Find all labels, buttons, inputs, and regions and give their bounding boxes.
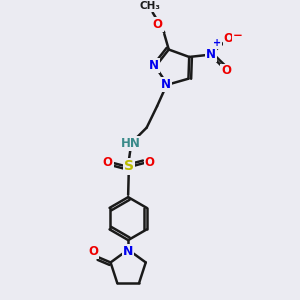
Text: O: O: [88, 245, 98, 259]
Text: S: S: [124, 159, 134, 173]
Text: O: O: [153, 18, 163, 31]
Text: O: O: [224, 32, 234, 45]
Text: N: N: [161, 78, 171, 91]
Text: N: N: [149, 59, 159, 72]
Text: O: O: [145, 156, 154, 169]
Text: −: −: [233, 29, 243, 42]
Text: N: N: [123, 245, 133, 258]
Text: CH₃: CH₃: [139, 1, 160, 11]
Text: O: O: [103, 156, 113, 169]
Text: +: +: [213, 38, 221, 48]
Text: N: N: [206, 48, 216, 61]
Text: O: O: [221, 64, 231, 77]
Text: HN: HN: [121, 137, 141, 150]
